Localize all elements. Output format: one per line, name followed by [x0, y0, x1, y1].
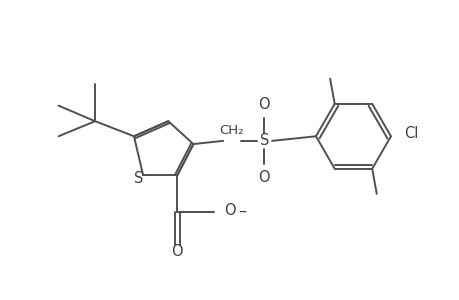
Text: S: S [134, 171, 143, 186]
Text: S: S [259, 134, 269, 148]
Text: –: – [238, 203, 246, 218]
Text: O: O [258, 97, 269, 112]
Text: CH₂: CH₂ [219, 124, 244, 137]
Text: O: O [258, 170, 269, 185]
Text: Cl: Cl [403, 127, 417, 142]
Text: O: O [224, 203, 235, 218]
Text: O: O [171, 244, 183, 260]
